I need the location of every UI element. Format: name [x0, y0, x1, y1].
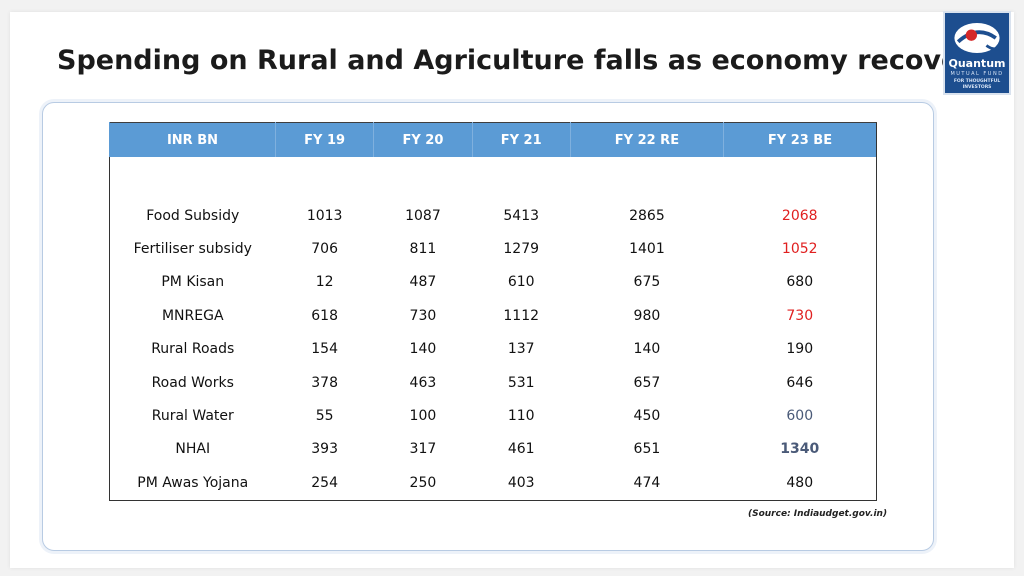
- row-label: PM Kisan: [161, 274, 225, 291]
- value-cell: 2068: [781, 207, 818, 224]
- row-label: PM Awas Yojana: [137, 474, 249, 491]
- value-cell: 1401: [629, 241, 665, 258]
- value-cell: 190: [786, 341, 814, 358]
- row-label: Fertiliser subsidy: [133, 241, 252, 258]
- value-cell: 811: [409, 241, 437, 258]
- value-cell: 610: [507, 274, 535, 291]
- header-fy23-be: FY 23 BE: [723, 122, 877, 157]
- value-cell: 487: [409, 274, 437, 291]
- value-cell: 480: [786, 474, 814, 491]
- table-row: PM Kisan 12 487 610 675 680: [110, 266, 877, 299]
- slide-title: Spending on Rural and Agriculture falls …: [57, 45, 989, 76]
- table-spacer-row: [110, 157, 877, 199]
- header-fy21: FY 21: [471, 122, 571, 157]
- value-cell: 393: [311, 441, 338, 458]
- value-cell: 317: [409, 441, 437, 458]
- value-cell: 600: [786, 408, 814, 425]
- value-cell: 706: [311, 241, 338, 258]
- value-cell: 474: [633, 474, 661, 491]
- value-cell: 1279: [503, 241, 540, 258]
- table-row: NHAI 393 317 461 651 1340: [110, 433, 877, 466]
- value-cell: 137: [507, 341, 535, 358]
- source-note: (Source: Indiaudget.gov.in): [748, 509, 888, 519]
- value-cell: 154: [311, 341, 338, 358]
- value-cell: 1013: [306, 207, 343, 224]
- row-label: NHAI: [175, 441, 211, 458]
- header-fy20: FY 20: [373, 122, 473, 157]
- value-cell: 140: [633, 341, 661, 358]
- value-cell: 463: [409, 374, 437, 391]
- logo-tagline: FOR THOUGHTFUL INVESTORS: [945, 79, 1009, 91]
- value-cell: 254: [311, 474, 338, 491]
- value-cell: 646: [786, 374, 814, 391]
- header-inr-bn: INR BN: [109, 122, 276, 157]
- spending-table: INR BN FY 19 FY 20 FY 21 FY 22 RE FY 23 …: [109, 122, 877, 501]
- table-row: MNREGA 618 730 1112 980 730: [110, 299, 877, 332]
- value-cell: 461: [507, 441, 535, 458]
- logo-name: Quantum: [948, 57, 1006, 70]
- value-cell: 730: [409, 307, 437, 324]
- value-cell: 450: [633, 408, 661, 425]
- value-cell: 378: [311, 374, 338, 391]
- logo-subtitle: MUTUAL FUND: [950, 71, 1004, 77]
- row-label: Rural Water: [151, 408, 234, 425]
- table-header-row: INR BN FY 19 FY 20 FY 21 FY 22 RE FY 23 …: [109, 122, 877, 157]
- table-row: Rural Water 55 100 110 450 600: [110, 399, 877, 432]
- value-cell: 403: [507, 474, 535, 491]
- value-cell: 730: [786, 307, 814, 324]
- logo-tagline-line1: FOR THOUGHTFUL: [953, 79, 1001, 84]
- value-cell: 1087: [405, 207, 441, 224]
- value-cell: 250: [409, 474, 437, 491]
- row-label: Road Works: [151, 374, 234, 391]
- table-row: Rural Roads 154 140 137 140 190: [110, 333, 877, 366]
- row-label: Rural Roads: [151, 341, 235, 358]
- value-cell: 1052: [781, 241, 818, 258]
- value-cell: 618: [311, 307, 338, 324]
- value-cell: 12: [315, 274, 334, 291]
- value-cell: 100: [409, 408, 437, 425]
- value-cell: 680: [786, 274, 814, 291]
- value-cell: 140: [409, 341, 437, 358]
- value-cell: 651: [633, 441, 661, 458]
- table-row: Fertiliser subsidy 706 811 1279 1401 1052: [110, 232, 877, 265]
- logo-tagline-line2: INVESTORS: [962, 85, 992, 90]
- value-cell: 110: [507, 408, 535, 425]
- value-cell: 980: [633, 307, 661, 324]
- table-row: Food Subsidy 1013 1087 5413 2865 2068: [110, 199, 877, 232]
- value-cell: 5413: [503, 207, 540, 224]
- value-cell: 675: [633, 274, 661, 291]
- header-fy19: FY 19: [274, 122, 374, 157]
- value-cell: 531: [507, 374, 535, 391]
- row-label: MNREGA: [161, 307, 224, 324]
- table-body: Food Subsidy 1013 1087 5413 2865 2068 Fertilis…: [110, 157, 877, 500]
- quantum-logo: Quantum MUTUAL FUND FOR THOUGHTFUL INVES…: [943, 11, 1011, 95]
- quantum-logo-icon: [954, 22, 1001, 54]
- value-cell: 657: [633, 374, 661, 391]
- value-cell: 2865: [629, 207, 665, 224]
- table-row: Road Works 378 463 531 657 646: [110, 366, 877, 399]
- row-label: Food Subsidy: [146, 207, 240, 224]
- table-row: PM Awas Yojana 254 250 403 474 480: [110, 466, 877, 500]
- value-cell: 1340: [780, 441, 820, 458]
- content-frame: [42, 102, 934, 551]
- value-cell: 55: [315, 408, 334, 425]
- spacer-cell: [110, 157, 877, 199]
- value-cell: 1112: [503, 307, 540, 324]
- header-fy22-re: FY 22 RE: [569, 122, 724, 157]
